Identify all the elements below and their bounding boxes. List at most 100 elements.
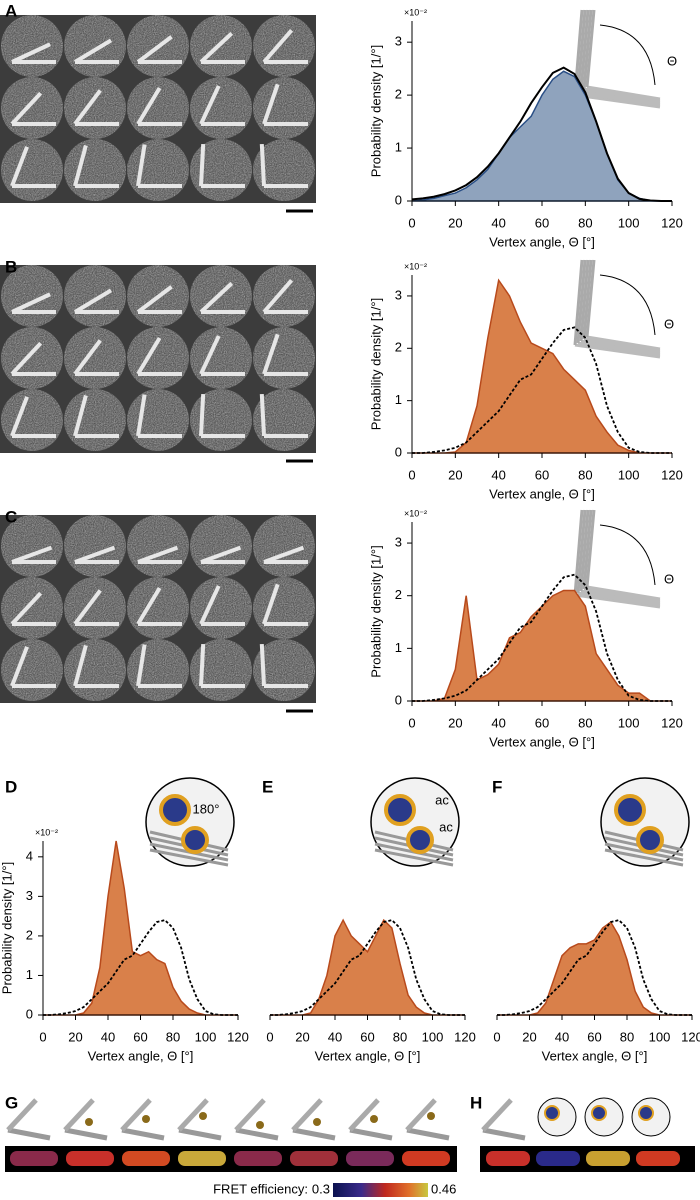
x-axis-label: Vertex angle, Θ [°] [489, 486, 595, 501]
icon-arm [234, 1098, 266, 1132]
reference-line [270, 919, 465, 1016]
origami-arm [74, 545, 116, 564]
x-tick-label: 20 [522, 1029, 536, 1044]
origami-arm [136, 35, 173, 64]
y-tick-label: 1 [395, 392, 402, 407]
structure-inset [145, 777, 235, 867]
origami-helix [576, 259, 587, 344]
y-tick-label: 0 [26, 1006, 33, 1021]
fret-spot [346, 1151, 394, 1166]
nucleosome [159, 794, 191, 826]
annotation: Θ [664, 571, 674, 586]
icon-arm [6, 1098, 38, 1132]
y-multiplier: ×10⁻² [404, 261, 427, 271]
annotation: ac [435, 792, 449, 807]
x-tick-label: 80 [578, 215, 592, 230]
x-tick-label: 100 [422, 1029, 444, 1044]
fret-spot [486, 1151, 530, 1166]
colorbar-label: FRET efficiency: [213, 1181, 308, 1196]
x-tick-label: 20 [448, 215, 462, 230]
x-tick-label: 20 [448, 467, 462, 482]
y-tick-label: 3 [395, 34, 402, 49]
origami-helix [586, 85, 661, 101]
origami-arm [73, 394, 88, 437]
y-tick-label: 0 [395, 444, 402, 459]
fret-spot [636, 1151, 680, 1166]
origami-helix [580, 89, 661, 105]
origami-helix [586, 585, 661, 601]
x-tick-label: 40 [328, 1029, 342, 1044]
x-tick-label: 80 [620, 1029, 634, 1044]
icon-nucleosome [85, 1118, 93, 1126]
x-axis-label: Vertex angle, Θ [°] [489, 234, 595, 249]
histogram-area [412, 278, 672, 454]
nucleosome [636, 826, 664, 854]
y-tick-label: 1 [26, 967, 33, 982]
icon-arm [7, 1127, 51, 1141]
y-axis-label: Probability density [1/°] [368, 298, 383, 430]
colorbar-tick-label: 0.46 [431, 1181, 456, 1196]
colorbar [333, 1183, 428, 1197]
icon-nucleosome [199, 1112, 207, 1120]
y-tick-label: 4 [26, 848, 33, 863]
x-tick-label: 0 [408, 467, 415, 482]
x-tick-label: 80 [578, 715, 592, 730]
origami-arm [199, 143, 206, 187]
origami-arm [199, 643, 206, 687]
icon-arm [64, 1127, 108, 1141]
x-tick-label: 40 [491, 467, 505, 482]
nucleosome [614, 794, 646, 826]
structure-inset [573, 259, 661, 359]
origami-helix [585, 259, 596, 338]
panel-label: C [5, 507, 17, 526]
reference-line [43, 919, 238, 1016]
x-tick-label: 120 [661, 467, 683, 482]
x-tick-label: 60 [360, 1029, 374, 1044]
y-tick-label: 1 [395, 139, 402, 154]
origami-arm [263, 545, 305, 564]
origami-helix [574, 93, 661, 109]
fit-line [411, 66, 672, 202]
origami-arm [10, 91, 43, 126]
x-tick-label: 100 [618, 215, 640, 230]
nucleosome [406, 826, 434, 854]
icon-arm [177, 1098, 209, 1132]
origami-arm [136, 644, 147, 687]
x-axis-label: Vertex angle, Θ [°] [542, 1048, 648, 1063]
fret-spot [586, 1151, 630, 1166]
panel-label: B [5, 257, 17, 276]
icon-arm [63, 1098, 95, 1132]
origami-helix [583, 87, 661, 103]
x-axis-label: Vertex angle, Θ [°] [88, 1048, 194, 1063]
origami-arm [262, 278, 294, 314]
origami-helix [586, 335, 661, 351]
x-tick-label: 120 [661, 715, 683, 730]
reference-line [412, 573, 672, 702]
origami-helix [585, 509, 596, 588]
y-tick-label: 3 [395, 287, 402, 302]
origami-helix [585, 9, 596, 88]
origami-arm [199, 281, 234, 314]
origami-helix [374, 848, 454, 867]
y-axis-label: Probability density [1/°] [368, 545, 383, 677]
x-tick-label: 100 [618, 715, 640, 730]
icon-nucleosome [544, 1105, 560, 1121]
origami-helix [574, 593, 661, 609]
y-multiplier: ×10⁻² [404, 508, 427, 518]
histogram-area [411, 70, 672, 202]
origami-arm [136, 144, 147, 187]
panel-label: F [492, 777, 502, 796]
nucleosome [384, 794, 416, 826]
origami-arm [262, 83, 280, 125]
origami-arm [262, 333, 280, 375]
y-tick-label: 2 [26, 927, 33, 942]
origami-arm [73, 644, 88, 687]
origami-arm [136, 86, 162, 126]
origami-arm [73, 38, 113, 64]
icon-nucleosome [591, 1105, 607, 1121]
structure-inset [370, 777, 460, 867]
annotation: Θ [664, 316, 674, 331]
x-tick-label: 100 [195, 1029, 217, 1044]
micrograph-grid [0, 15, 316, 213]
